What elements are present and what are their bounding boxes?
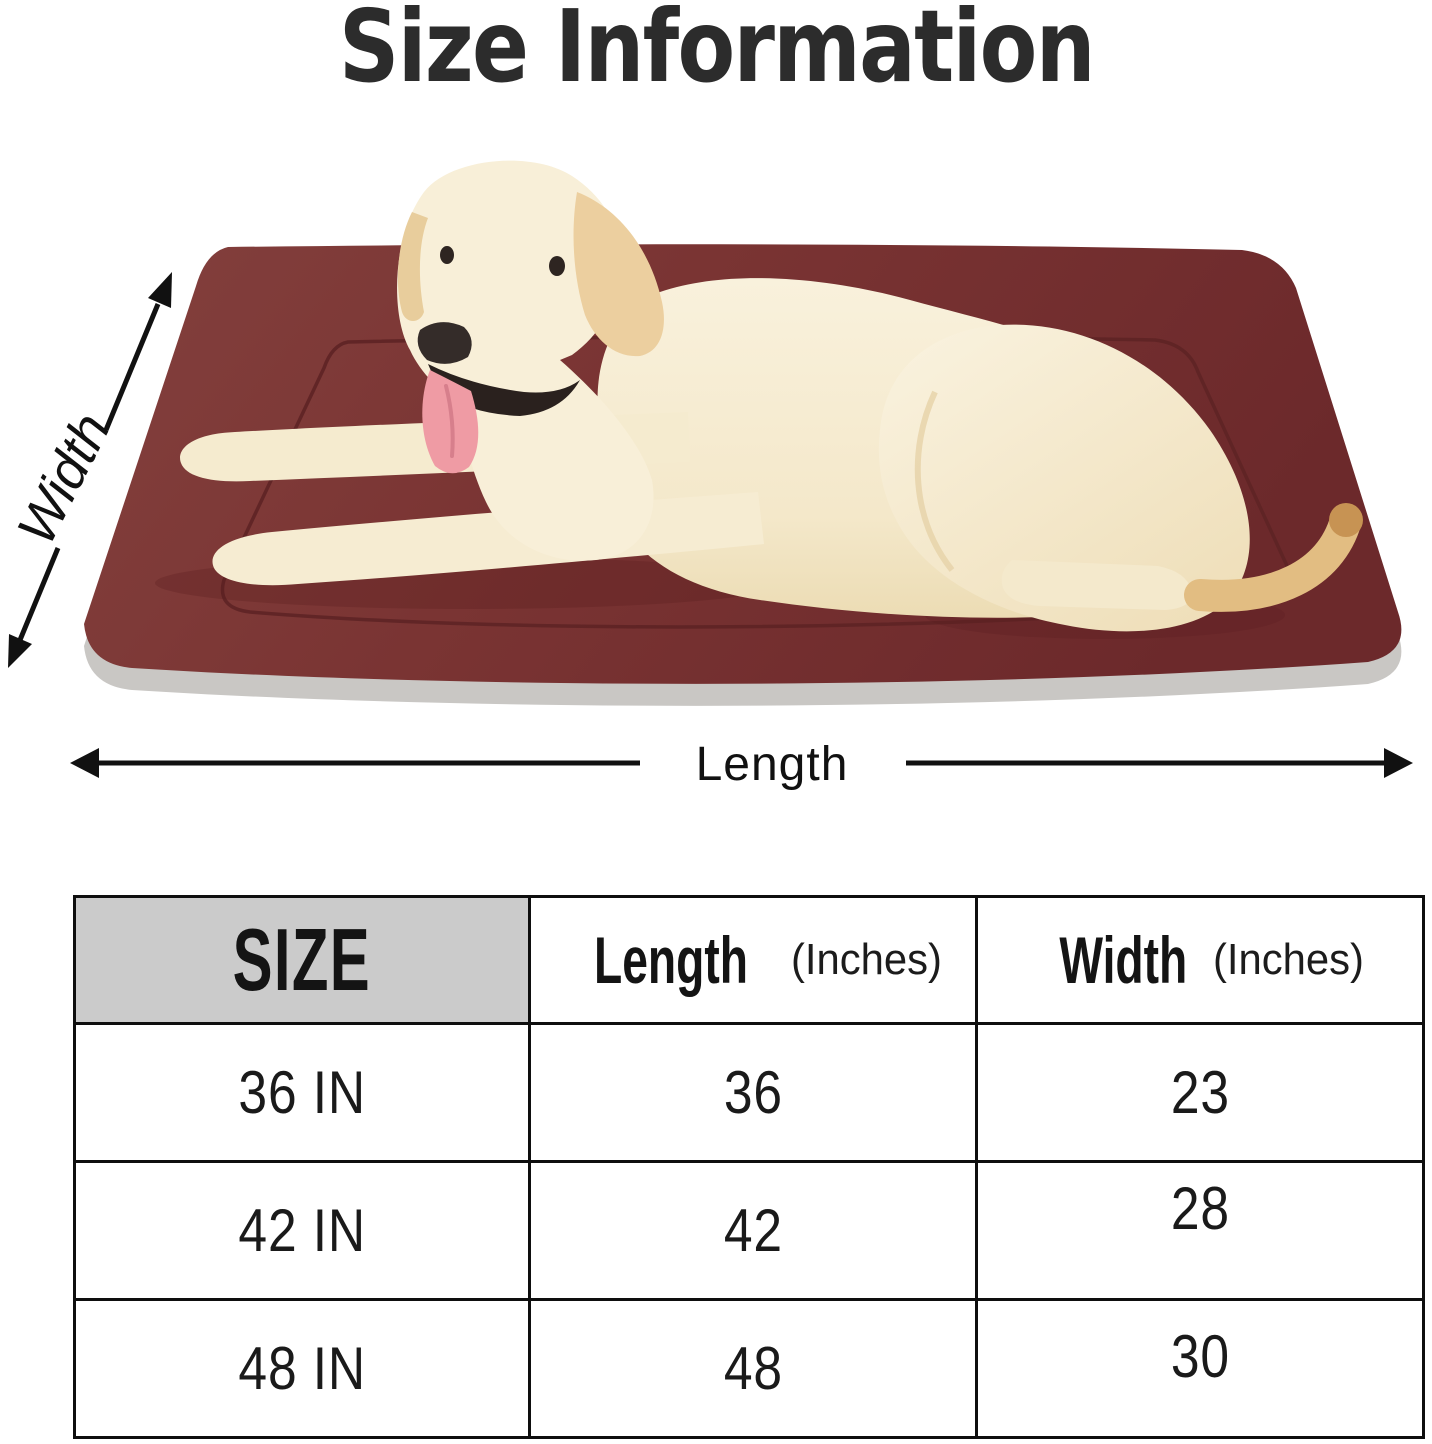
width-cell: 23 — [975, 1022, 1425, 1163]
width-column-header-label: Width — [1059, 923, 1188, 997]
length-value: 36 — [723, 1059, 783, 1126]
width-cell: 30 — [975, 1298, 1425, 1439]
product-diagram: Width Length — [6, 160, 1413, 791]
dog-right-eye — [549, 256, 565, 276]
size-value: 48 IN — [238, 1335, 366, 1402]
dog-left-ear-icon — [397, 212, 428, 321]
length-column-header-unit: (Inches) — [790, 935, 942, 984]
width-cell: 28 — [975, 1160, 1425, 1301]
size-cell: 36 IN — [73, 1022, 531, 1163]
length-value: 48 — [723, 1335, 783, 1402]
length-column-header-label: Length — [593, 923, 748, 997]
width-column-header-unit: (Inches) — [1212, 935, 1364, 984]
length-arrow-label: Length — [696, 738, 849, 791]
width-value: 28 — [1170, 1175, 1230, 1242]
length-cell: 36 — [528, 1022, 978, 1163]
page-title: Size Information — [0, 0, 1432, 102]
dog-hind-thigh — [878, 324, 1250, 632]
size-column-header-label: SIZE — [232, 910, 372, 1009]
dog-nose — [417, 322, 472, 364]
width-column-header: Width (Inches) — [975, 895, 1425, 1025]
size-cell: 42 IN — [73, 1160, 531, 1301]
size-cell: 48 IN — [73, 1298, 531, 1439]
dog-tail-tip — [1329, 503, 1363, 537]
table-row-48in: 48 IN 48 30 — [73, 1298, 1425, 1439]
size-value: 42 IN — [238, 1197, 366, 1264]
length-cell: 42 — [528, 1160, 978, 1301]
size-table: SIZE Length (Inches) Width (Inches) 36 IN … — [73, 895, 1425, 1439]
length-column-header: Length (Inches) — [528, 895, 978, 1025]
dog-thigh-crease — [914, 390, 955, 572]
width-arrow-label: Width — [6, 404, 122, 554]
dog-tongue-line — [444, 384, 455, 458]
dog-hind-paw — [1001, 560, 1192, 610]
length-value: 42 — [723, 1197, 783, 1264]
table-row-36in: 36 IN 36 23 — [73, 1022, 1425, 1163]
size-column-header: SIZE — [73, 895, 531, 1025]
length-arrow: Length — [70, 738, 1413, 791]
page-title-text: Size Information — [338, 0, 1096, 105]
dog-illustration — [155, 160, 1363, 639]
dog-right-ear-icon — [573, 192, 664, 357]
dog-left-eye — [440, 246, 454, 264]
size-table-header-row: SIZE Length (Inches) Width (Inches) — [73, 895, 1425, 1025]
dog-tail — [1184, 504, 1362, 612]
length-cell: 48 — [528, 1298, 978, 1439]
size-value: 36 IN — [238, 1059, 366, 1126]
table-row-42in: 42 IN 42 28 — [73, 1160, 1425, 1301]
width-value: 30 — [1170, 1323, 1230, 1390]
width-value: 23 — [1170, 1059, 1230, 1126]
